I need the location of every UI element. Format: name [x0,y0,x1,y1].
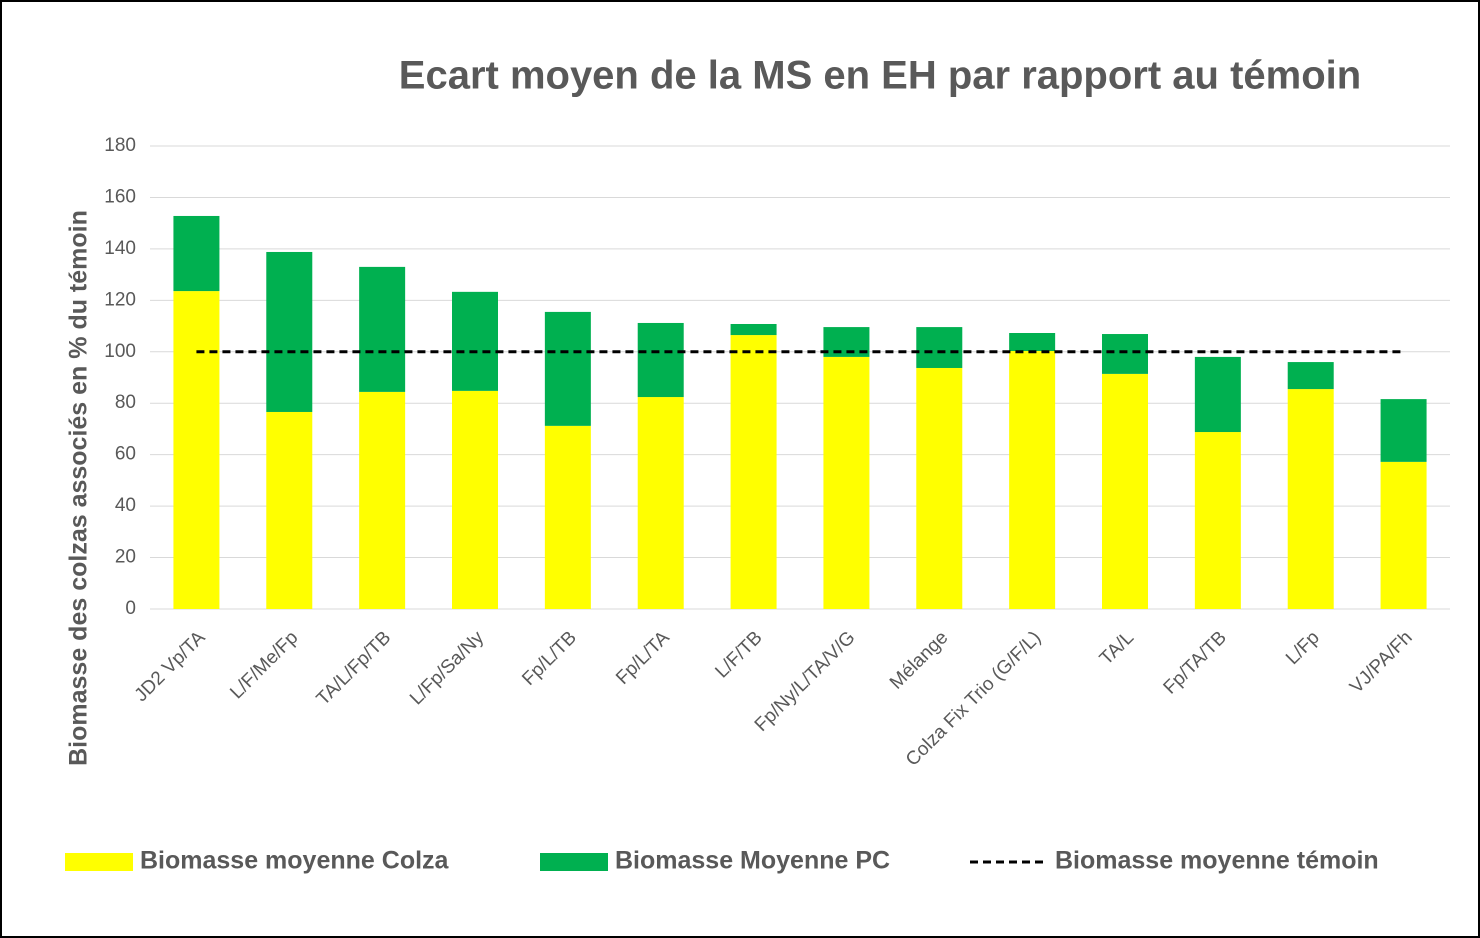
bar-segment [1380,399,1427,462]
bar-segment [173,215,220,292]
y-tick-label: 100 [104,341,136,362]
bar-segment [730,335,777,609]
y-tick-label: 20 [115,547,136,568]
bar-segment [266,411,313,609]
bar-segment [730,323,777,336]
bar-segment [823,356,870,609]
y-tick-label: 60 [115,444,136,465]
bar-segment [1102,373,1148,609]
y-tick-label: 0 [125,598,136,619]
bar-segment [452,390,498,609]
bar-segment [1102,334,1148,374]
bar-segment [1287,362,1334,390]
bar-segment [1287,389,1334,609]
bar-segment [1380,461,1427,609]
bar-segment [916,327,963,368]
y-tick-label: 140 [104,238,136,259]
legend-label: Biomasse Moyenne PC [615,847,890,875]
bar-segment [544,311,591,426]
y-tick-label: 80 [115,392,136,413]
bar-segment [916,367,963,609]
bar-segment [1194,356,1241,433]
y-axis-label: Biomasse des colzas associés en % du tém… [65,210,93,766]
legend-label: Biomasse moyenne Colza [140,847,450,875]
bar-segment [544,425,591,609]
legend-swatch [540,853,608,871]
bar-segment [1009,333,1056,352]
bar-segment [637,397,684,609]
legend-swatch [65,853,133,871]
bar-segment [359,266,406,392]
bar-segment [266,251,313,412]
bar-segment [359,391,406,609]
bar-segment [173,291,220,609]
y-tick-label: 120 [104,289,136,310]
legend-label: Biomasse moyenne témoin [1055,847,1379,875]
y-tick-label: 180 [104,135,136,156]
bar-segment [1194,432,1241,609]
bar-segment [452,291,498,391]
chart-title: Ecart moyen de la MS en EH par rapport a… [399,54,1361,98]
bar-segment [1009,351,1056,609]
y-tick-label: 40 [115,495,136,516]
bar-segment [637,322,684,398]
y-tick-label: 160 [104,186,136,207]
